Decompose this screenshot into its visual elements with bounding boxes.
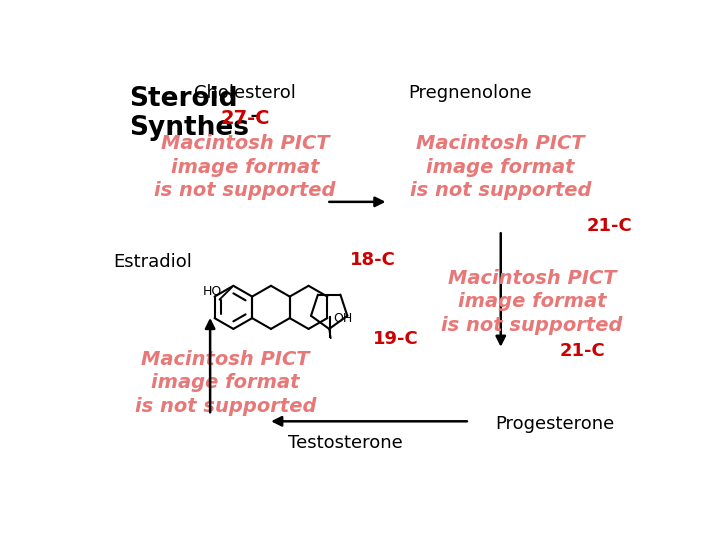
Text: Macintosh PICT
image format
is not supported: Macintosh PICT image format is not suppo… xyxy=(410,134,592,200)
Text: Macintosh PICT
image format
is not supported: Macintosh PICT image format is not suppo… xyxy=(135,350,316,416)
Text: 21-C: 21-C xyxy=(586,217,632,235)
Text: Testosterone: Testosterone xyxy=(289,434,403,453)
Text: Progesterone: Progesterone xyxy=(495,415,615,433)
Text: 19-C: 19-C xyxy=(373,330,419,348)
Text: 27-C: 27-C xyxy=(220,110,270,129)
Text: Pregnenolone: Pregnenolone xyxy=(408,84,531,102)
Text: Steroid: Steroid xyxy=(129,86,238,112)
Text: 18-C: 18-C xyxy=(350,251,396,269)
Text: Macintosh PICT
image format
is not supported: Macintosh PICT image format is not suppo… xyxy=(154,134,336,200)
Text: Estradiol: Estradiol xyxy=(113,253,192,272)
Text: Cholesterol: Cholesterol xyxy=(194,84,296,102)
Text: Synthes¯: Synthes¯ xyxy=(129,115,262,141)
Text: OH: OH xyxy=(333,312,352,325)
Text: Macintosh PICT
image format
is not supported: Macintosh PICT image format is not suppo… xyxy=(441,269,623,335)
Text: HO: HO xyxy=(202,286,222,299)
Text: 21-C: 21-C xyxy=(559,342,605,360)
